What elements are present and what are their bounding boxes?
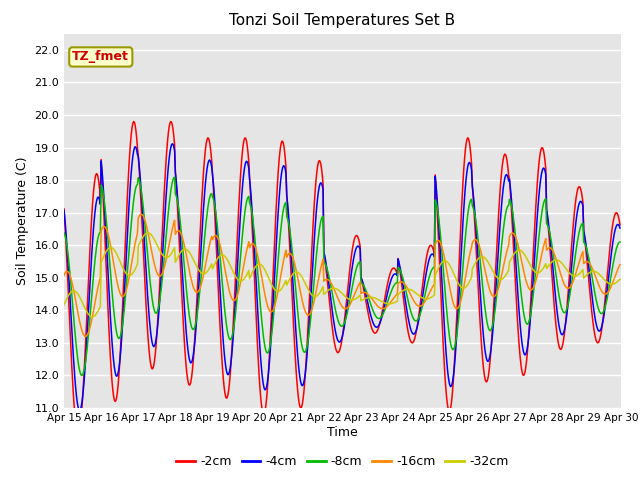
Y-axis label: Soil Temperature (C): Soil Temperature (C) [16,156,29,285]
X-axis label: Time: Time [327,426,358,439]
Title: Tonzi Soil Temperatures Set B: Tonzi Soil Temperatures Set B [229,13,456,28]
Legend: -2cm, -4cm, -8cm, -16cm, -32cm: -2cm, -4cm, -8cm, -16cm, -32cm [172,450,513,473]
Text: TZ_fmet: TZ_fmet [72,50,129,63]
